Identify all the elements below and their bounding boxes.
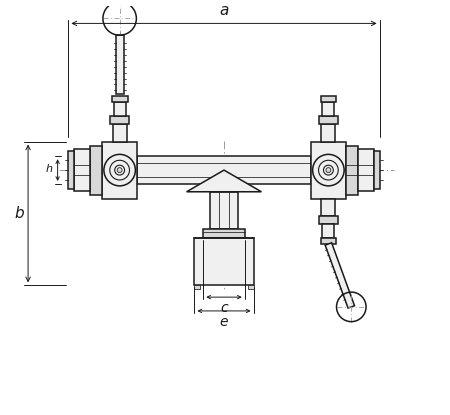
Text: e: e (220, 315, 228, 329)
Text: a: a (219, 3, 229, 19)
Bar (194, 238, 253, 286)
Bar (137, 156, 310, 184)
Bar (319, 216, 338, 224)
Bar (210, 192, 238, 229)
Text: h: h (46, 164, 53, 174)
Bar (358, 149, 373, 191)
Bar (112, 96, 127, 102)
Bar (321, 124, 335, 142)
Bar (114, 102, 126, 116)
Bar (320, 96, 336, 102)
Bar (68, 151, 74, 189)
Text: b: b (14, 206, 24, 221)
Bar (203, 229, 245, 238)
Polygon shape (325, 243, 355, 308)
Bar (194, 286, 200, 289)
Bar (110, 116, 130, 124)
Bar (113, 124, 126, 142)
Text: c: c (220, 301, 228, 315)
Bar (374, 151, 380, 189)
Bar (320, 238, 336, 244)
Bar (346, 146, 358, 195)
Bar (321, 199, 335, 216)
Bar (102, 142, 137, 199)
Bar (310, 142, 346, 199)
Bar (323, 224, 334, 238)
Circle shape (326, 168, 331, 173)
Bar (116, 35, 124, 94)
Polygon shape (187, 170, 261, 192)
Bar (323, 102, 334, 116)
Bar (248, 286, 253, 289)
Bar (90, 146, 102, 195)
Circle shape (117, 168, 122, 173)
Bar (74, 149, 90, 191)
Bar (319, 116, 338, 124)
